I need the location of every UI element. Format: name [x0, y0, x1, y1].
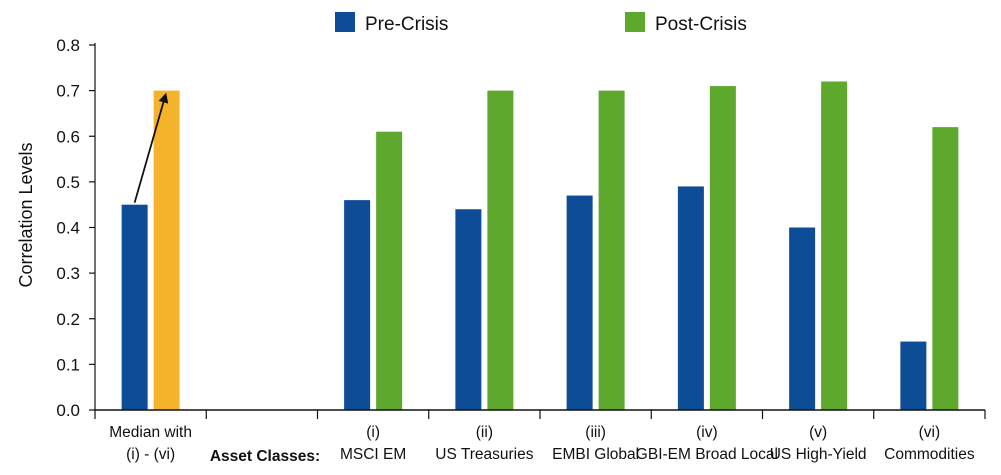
bar-pre-crisis: [121, 204, 148, 410]
legend-swatch-pre-crisis: [335, 12, 355, 32]
x-category-label: US Treasuries: [435, 446, 533, 463]
x-category-label: (vi): [919, 424, 941, 441]
y-axis: 0.0 0.1 0.2 0.3 0.4 0.5 0.6 0.7 0.8: [56, 36, 96, 420]
bar-pre-crisis: [566, 195, 593, 410]
bar-post-crisis: [932, 127, 959, 410]
x-category-label: (v): [809, 424, 827, 441]
x-category-label: (ii): [476, 424, 493, 441]
bar-pre-crisis: [677, 186, 704, 410]
x-category-label: US High-Yield: [770, 446, 867, 463]
bar-pre-crisis: [789, 227, 816, 410]
y-tick-label: 0.2: [56, 310, 80, 329]
bar-post-crisis: [376, 131, 403, 410]
bar-pre-crisis: [455, 209, 482, 410]
x-axis: Median with (i) - (vi) (i) MSCI EM (ii) US Tr…: [94, 409, 986, 463]
x-category-label: (i): [366, 424, 380, 441]
bar-post-crisis: [821, 81, 848, 410]
x-category-label: GBI-EM Broad Local: [636, 446, 778, 463]
y-axis-title: Correlation Levels: [16, 142, 36, 287]
legend-label-post-crisis: Post-Crisis: [655, 14, 747, 35]
bar-pre-crisis: [900, 341, 927, 410]
x-category-label: (iv): [696, 424, 718, 441]
bar-post-crisis: [153, 90, 180, 410]
x-axis-prefix-label: Asset Classes:: [210, 448, 320, 465]
bar-post-crisis: [598, 90, 625, 410]
median-change-arrow: [133, 92, 169, 203]
y-tick-label: 0.3: [56, 264, 80, 283]
legend: Pre-Crisis Post-Crisis: [335, 12, 747, 35]
x-category-label: Commodities: [884, 446, 975, 463]
y-tick-label: 0.0: [56, 401, 80, 420]
y-tick-label: 0.6: [56, 127, 80, 146]
y-tick-label: 0.8: [56, 36, 80, 55]
x-category-label: EMBI Global: [552, 446, 639, 463]
legend-swatch-post-crisis: [625, 12, 645, 32]
x-category-label: Median with: [109, 424, 192, 441]
x-category-label: (i) - (vi): [126, 446, 175, 463]
y-tick-label: 0.1: [56, 355, 80, 374]
x-category-label: MSCI EM: [340, 446, 406, 463]
y-tick-label: 0.7: [56, 82, 80, 101]
bar-post-crisis: [487, 90, 514, 410]
y-tick-label: 0.4: [56, 219, 80, 238]
bar-post-crisis: [709, 86, 736, 410]
bar-pre-crisis: [344, 200, 371, 410]
y-tick-label: 0.5: [56, 173, 80, 192]
x-category-label: (iii): [585, 424, 606, 441]
legend-label-pre-crisis: Pre-Crisis: [365, 14, 448, 35]
bars: [121, 81, 959, 410]
